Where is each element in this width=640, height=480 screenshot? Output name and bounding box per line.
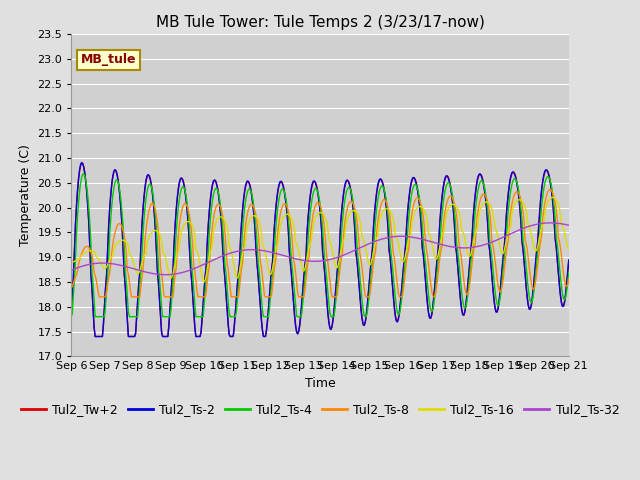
Y-axis label: Temperature (C): Temperature (C) xyxy=(19,144,32,246)
X-axis label: Time: Time xyxy=(305,377,335,390)
Title: MB Tule Tower: Tule Temps 2 (3/23/17-now): MB Tule Tower: Tule Temps 2 (3/23/17-now… xyxy=(156,15,484,30)
Legend: Tul2_Tw+2, Tul2_Ts-2, Tul2_Ts-4, Tul2_Ts-8, Tul2_Ts-16, Tul2_Ts-32: Tul2_Tw+2, Tul2_Ts-2, Tul2_Ts-4, Tul2_Ts… xyxy=(16,398,624,421)
Text: MB_tule: MB_tule xyxy=(81,53,137,66)
